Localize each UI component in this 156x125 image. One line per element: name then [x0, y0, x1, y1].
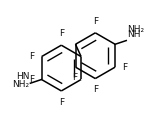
Text: F: F	[93, 85, 98, 94]
Text: F: F	[93, 17, 98, 26]
Text: F: F	[30, 75, 35, 84]
Text: F: F	[30, 52, 35, 61]
Text: F: F	[72, 73, 77, 82]
Text: NH₂: NH₂	[127, 25, 145, 34]
Text: NH₂: NH₂	[12, 80, 29, 89]
Text: F: F	[122, 63, 127, 72]
Text: F: F	[59, 29, 64, 38]
Text: F: F	[59, 98, 64, 107]
Text: NH: NH	[127, 30, 141, 39]
Text: HN: HN	[16, 72, 29, 81]
